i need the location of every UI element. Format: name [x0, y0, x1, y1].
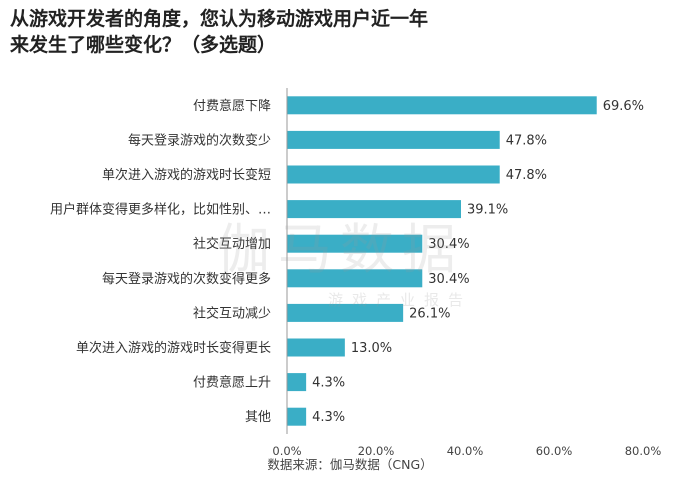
category-label: 单次进入游戏的游戏时长变短: [102, 167, 271, 183]
value-label: 4.3%: [312, 376, 345, 391]
bar: [287, 373, 307, 392]
category-label: 单次进入游戏的游戏时长变得更长: [76, 340, 271, 356]
bar: [287, 407, 307, 426]
category-label: 付费意愿上升: [193, 375, 271, 391]
category-label: 每天登录游戏的次数变得更多: [102, 271, 271, 287]
bar: [287, 234, 423, 253]
category-label: 付费意愿下降: [193, 98, 271, 114]
category-label: 社交互动减少: [193, 305, 271, 321]
value-label: 47.8%: [506, 133, 547, 148]
value-label: 47.8%: [506, 168, 547, 183]
category-label: 每天登录游戏的次数变少: [128, 132, 271, 148]
x-tick-label: 0.0%: [272, 444, 301, 458]
x-ticks-group: 0.0% 20.0% 40.0% 60.0% 80.0%: [272, 444, 661, 458]
bars-group: 付费意愿下降 69.6% 每天登录游戏的次数变少 47.8% 单次进入游戏的游戏时长变短…: [50, 96, 644, 426]
x-tick-label: 20.0%: [358, 444, 395, 458]
x-tick-label: 80.0%: [625, 444, 662, 458]
bar: [287, 200, 461, 219]
chart-title-line-1: 从游戏开发者的角度，您认为移动游戏用户近一年: [10, 8, 429, 30]
bar: [287, 269, 423, 288]
value-label: 13.0%: [351, 341, 392, 356]
chart-title: 从游戏开发者的角度，您认为移动游戏用户近一年 来发生了哪些变化？（多选题）: [10, 6, 570, 58]
category-label: 用户群体变得更多样化，比如性别、…: [50, 202, 271, 218]
bar: [287, 130, 500, 149]
category-label: 其他: [245, 410, 271, 425]
value-label: 30.4%: [428, 272, 469, 287]
x-tick-label: 40.0%: [447, 444, 484, 458]
bar: [287, 338, 345, 357]
source-note: 数据来源：伽马数据（CNG）: [267, 457, 433, 472]
value-label: 39.1%: [467, 203, 508, 218]
value-label: 30.4%: [428, 237, 469, 252]
bar: [287, 165, 500, 184]
value-label: 4.3%: [312, 410, 345, 425]
value-label: 26.1%: [409, 306, 450, 321]
chart-title-line-2: 来发生了哪些变化？（多选题）: [10, 34, 277, 56]
bar: [287, 303, 404, 322]
category-label: 社交互动增加: [193, 236, 271, 252]
x-tick-label: 60.0%: [536, 444, 573, 458]
bar: [287, 96, 597, 115]
value-label: 69.6%: [603, 99, 644, 114]
